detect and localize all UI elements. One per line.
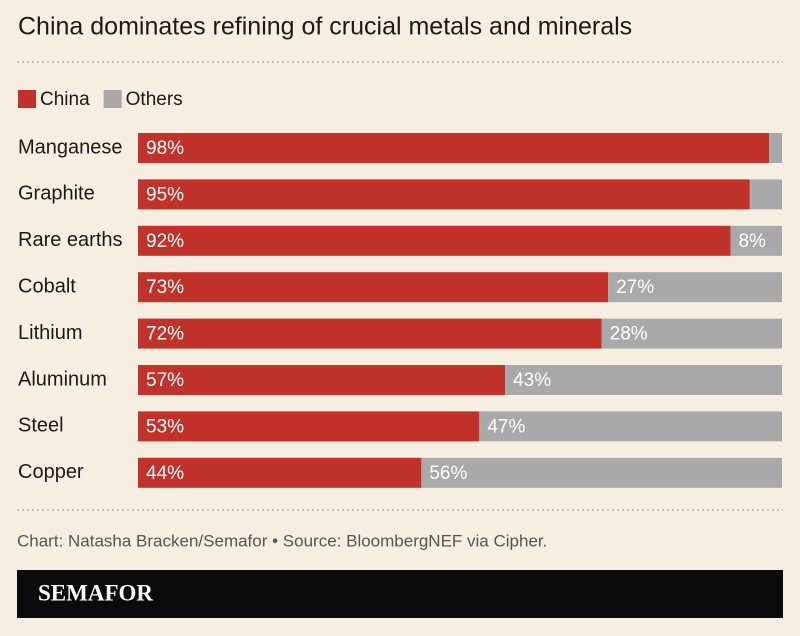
- value-label: 28%: [610, 324, 648, 345]
- category-label: Graphite: [18, 183, 95, 205]
- source-note: Chart: Natasha Bracken/Semafor • Source:…: [17, 531, 547, 550]
- bar-segment: [505, 365, 782, 395]
- value-label: 57%: [146, 370, 184, 391]
- value-label: 8%: [738, 231, 766, 252]
- bar-segment: [138, 365, 506, 395]
- category-label: Rare earths: [18, 229, 123, 251]
- bar-segment: [421, 457, 782, 488]
- bar-segment: [749, 179, 782, 210]
- value-label: 53%: [146, 416, 184, 437]
- bar-segment: [138, 133, 770, 163]
- bar-segment: [608, 272, 782, 303]
- chart-title: China dominates refining of crucial meta…: [18, 13, 632, 41]
- bar-segment: [730, 225, 782, 256]
- value-label: 27%: [616, 277, 654, 298]
- value-label: 95%: [146, 184, 184, 205]
- category-label: Steel: [18, 415, 64, 437]
- bar-segment: [769, 133, 782, 163]
- category-label: Aluminum: [18, 368, 107, 390]
- footer-band: [17, 570, 783, 618]
- bar-segment: [138, 225, 731, 256]
- legend-label: China: [40, 89, 90, 110]
- value-label: 98%: [146, 138, 184, 159]
- bar-segment: [479, 411, 782, 442]
- value-label: 92%: [146, 231, 184, 252]
- value-label: 73%: [146, 277, 184, 298]
- category-label: Manganese: [18, 136, 123, 158]
- value-label: 72%: [146, 324, 184, 345]
- value-label: 44%: [146, 463, 184, 484]
- bar-segment: [138, 272, 609, 303]
- category-label: Lithium: [18, 322, 82, 344]
- legend-swatch: [18, 90, 36, 108]
- bar-segment: [138, 411, 480, 442]
- category-label: Cobalt: [18, 275, 76, 297]
- bar-segment: [138, 318, 602, 349]
- value-label: 43%: [513, 370, 551, 391]
- logo: SEMAFOR: [38, 580, 153, 605]
- value-label: 56%: [429, 463, 467, 484]
- legend-swatch: [103, 90, 122, 108]
- bar-segment: [138, 457, 422, 488]
- value-label: 47%: [487, 416, 525, 437]
- category-label: Copper: [18, 461, 84, 483]
- bar-segment: [601, 318, 782, 349]
- bar-segment: [138, 179, 750, 210]
- legend-label: Others: [126, 89, 183, 110]
